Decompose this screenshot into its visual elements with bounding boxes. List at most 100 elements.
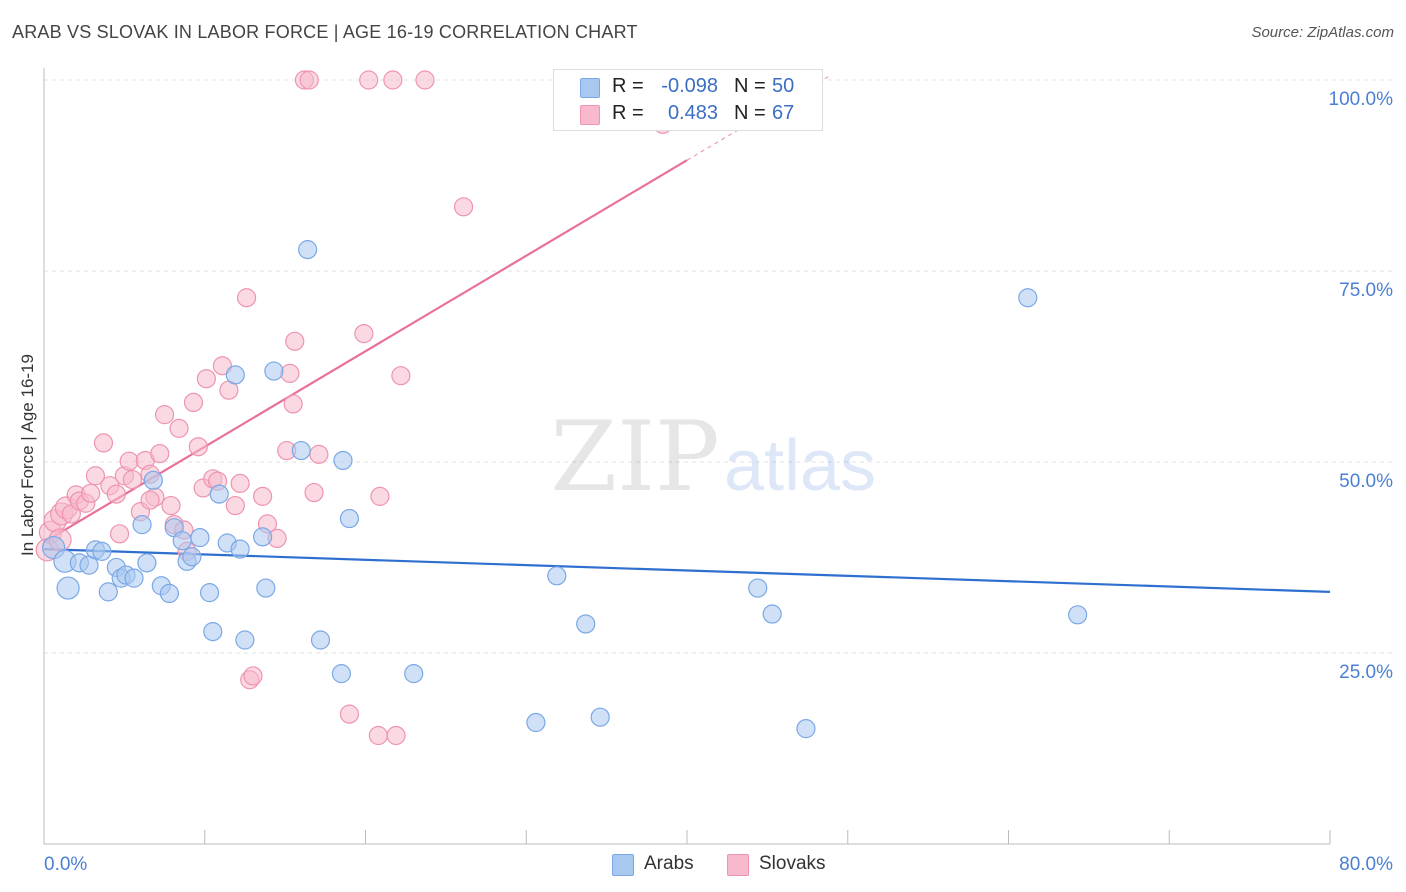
arab-point — [339, 508, 360, 529]
source-label: Source: ZipAtlas.com — [1251, 24, 1394, 41]
slovak-point — [236, 288, 257, 308]
slovak-point — [359, 70, 379, 90]
r-label: R = — [612, 75, 644, 97]
arab-point — [298, 240, 318, 260]
n-value: 67 — [772, 102, 795, 124]
y-tick-label: 100.0% — [1329, 89, 1394, 110]
arab-point — [796, 719, 816, 739]
arab-point — [159, 583, 179, 604]
arab-point — [404, 664, 424, 684]
arabs-trend-line — [43, 547, 1331, 593]
y-axis-label: In Labor Force | Age 16-19 — [18, 354, 37, 556]
arab-point — [199, 583, 220, 603]
x-tick-labels: 0.0% 80.0% — [44, 854, 1393, 875]
arab-point — [256, 578, 276, 598]
arab-point — [225, 365, 245, 385]
slovak-point — [285, 331, 305, 351]
arab-point — [291, 440, 311, 461]
slovak-point — [140, 490, 160, 510]
r-value: -0.098 — [661, 75, 718, 97]
r-label: R = — [612, 102, 644, 124]
slovak-point — [161, 495, 181, 516]
arab-point — [143, 470, 163, 490]
watermark-zip: ZIP — [550, 401, 719, 513]
slovak-point — [122, 469, 143, 490]
arab-point — [209, 484, 229, 504]
y-tick-label: 50.0% — [1339, 471, 1393, 492]
arab-point — [576, 614, 596, 634]
slovak-point — [339, 704, 360, 724]
slovak-point — [280, 363, 300, 383]
y-tick-label: 25.0% — [1339, 662, 1393, 683]
slovak-point — [243, 666, 263, 686]
arab-point — [98, 582, 118, 602]
slovaks-legend-label: Slovaks — [759, 853, 826, 874]
slovak-point — [196, 369, 216, 389]
n-label: N = — [734, 102, 766, 124]
arab-point — [172, 531, 192, 551]
x-tick-label: 80.0% — [1339, 854, 1393, 875]
slovak-point — [370, 486, 390, 506]
slovak-point — [304, 482, 324, 503]
slovak-points — [35, 70, 673, 746]
arabs-legend-swatch — [612, 854, 634, 876]
arab-point — [331, 664, 351, 684]
slovak-point — [188, 437, 208, 457]
arab-point — [264, 361, 284, 381]
y-tick-label: 75.0% — [1339, 280, 1393, 301]
arab-point — [253, 527, 273, 547]
arabs-swatch — [580, 78, 600, 98]
n-value: 50 — [772, 75, 795, 97]
slovak-point — [299, 70, 319, 90]
arab-point — [590, 707, 610, 727]
r-value: 0.483 — [667, 102, 718, 124]
n-label: N = — [734, 75, 766, 97]
slovaks-swatch — [580, 105, 600, 125]
slovak-point — [225, 495, 245, 516]
arab-point — [203, 622, 223, 642]
arabs-legend-label: Arabs — [644, 853, 694, 874]
x-ticks — [43, 830, 1331, 844]
slovak-point — [453, 197, 474, 217]
slovak-point — [183, 392, 204, 413]
legend-row-slovaks: R = 0.483 N = 67 — [554, 100, 822, 128]
arab-point — [333, 450, 353, 471]
chart-title: ARAB VS SLOVAK IN LABOR FORCE | AGE 16-1… — [12, 22, 638, 42]
stats-legend: R = -0.098 N = 50 R = 0.483 N = 67 — [553, 69, 823, 131]
slovak-point — [150, 443, 170, 464]
slovak-point — [169, 418, 189, 438]
slovak-point — [309, 444, 329, 464]
slovak-point — [283, 394, 303, 414]
watermark: ZIP atlas — [550, 401, 876, 513]
arab-point — [762, 604, 782, 624]
slovak-point — [109, 524, 130, 544]
legend-row-arabs: R = -0.098 N = 50 — [554, 73, 822, 101]
arab-point — [132, 515, 152, 535]
slovak-point — [85, 466, 106, 486]
arab-point — [1018, 288, 1038, 308]
slovak-point — [93, 433, 114, 453]
slovak-point — [154, 405, 175, 425]
arab-point — [526, 712, 546, 733]
arab-point — [748, 578, 768, 598]
arab-point — [1068, 605, 1088, 625]
slovak-point — [253, 486, 273, 506]
gridlines — [44, 79, 1392, 654]
arab-point — [310, 630, 331, 650]
slovaks-legend-swatch — [727, 854, 749, 876]
arab-point — [56, 576, 80, 600]
arab-point — [137, 553, 157, 573]
arab-point — [182, 547, 202, 567]
y-tick-labels: 25.0% 50.0% 75.0% 100.0% — [1329, 89, 1394, 683]
slovak-point — [391, 366, 411, 386]
slovak-point — [386, 725, 406, 746]
arab-point — [124, 568, 144, 588]
slovak-point — [415, 70, 435, 90]
watermark-atlas: atlas — [724, 426, 876, 506]
arab-point — [92, 541, 112, 561]
arab-point — [230, 539, 250, 559]
slovak-point — [81, 483, 101, 503]
slovak-point — [383, 70, 403, 90]
slovak-point — [368, 725, 388, 746]
